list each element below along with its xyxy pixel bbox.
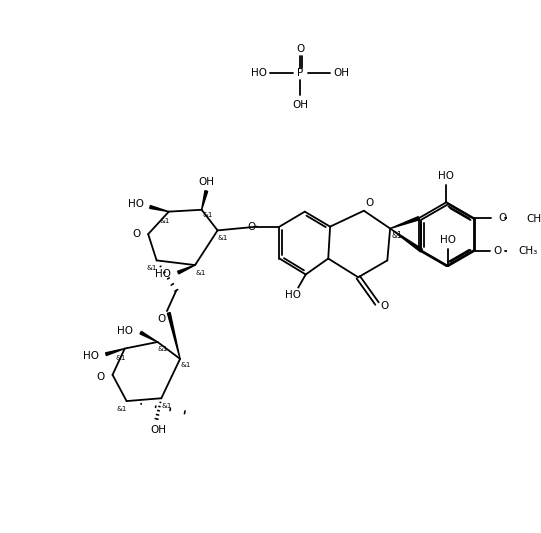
Text: HO: HO [440, 235, 456, 245]
Text: CH₃: CH₃ [518, 246, 537, 255]
Text: O: O [247, 222, 255, 232]
Text: OH: OH [150, 425, 167, 435]
Polygon shape [105, 349, 125, 356]
Text: HO: HO [83, 351, 99, 361]
Text: &1: &1 [391, 231, 402, 239]
Polygon shape [177, 265, 195, 274]
Text: O: O [157, 313, 166, 324]
Text: HO: HO [155, 270, 171, 279]
Polygon shape [202, 191, 208, 210]
Polygon shape [168, 312, 180, 359]
Text: O: O [380, 301, 388, 311]
Text: &1: &1 [116, 355, 126, 361]
Text: &1: &1 [217, 235, 227, 241]
Text: &1: &1 [202, 212, 213, 219]
Text: &1: &1 [160, 218, 170, 224]
Text: OH: OH [199, 176, 214, 187]
Text: HO: HO [128, 199, 144, 209]
Text: CH₃: CH₃ [526, 214, 541, 224]
Text: HO: HO [285, 290, 301, 300]
Text: O: O [365, 198, 374, 208]
Text: HO: HO [438, 171, 454, 181]
Text: O: O [296, 44, 304, 54]
Text: O: O [498, 213, 507, 223]
Text: HO: HO [251, 68, 267, 78]
Text: HO: HO [117, 326, 133, 336]
Text: &1: &1 [117, 406, 127, 411]
Text: &1: &1 [147, 265, 157, 271]
Text: &1: &1 [181, 362, 191, 368]
Text: O: O [133, 229, 141, 239]
Text: O: O [97, 372, 105, 382]
Text: O: O [493, 246, 502, 255]
Polygon shape [150, 206, 169, 212]
Polygon shape [390, 216, 419, 229]
Text: &1: &1 [157, 345, 167, 352]
Text: P: P [297, 68, 303, 78]
Text: &1: &1 [195, 270, 206, 276]
Text: OH: OH [292, 100, 308, 110]
Text: OH: OH [333, 68, 349, 78]
Polygon shape [390, 229, 423, 252]
Polygon shape [140, 332, 157, 342]
Text: &1: &1 [162, 403, 172, 409]
